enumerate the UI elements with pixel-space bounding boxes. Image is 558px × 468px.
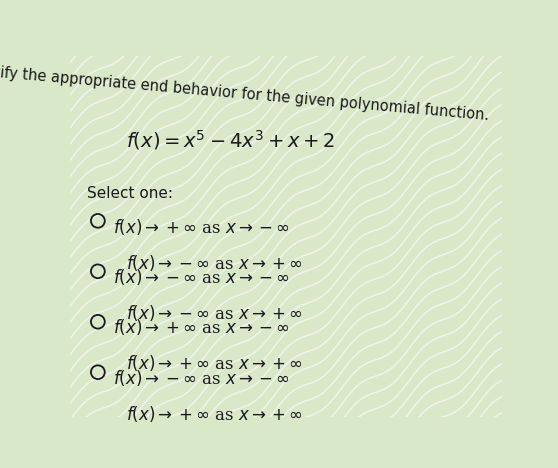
Text: $f(x) \rightarrow -\infty$ as $x \rightarrow +\infty$: $f(x) \rightarrow -\infty$ as $x \righta… [126,253,303,272]
Text: $f(x) \rightarrow -\infty$ as $x \rightarrow -\infty$: $f(x) \rightarrow -\infty$ as $x \righta… [113,368,290,388]
Text: Select one:: Select one: [87,186,173,201]
Text: $f(x) \rightarrow +\infty$ as $x \rightarrow +\infty$: $f(x) \rightarrow +\infty$ as $x \righta… [126,353,303,373]
Text: $f(x) \rightarrow +\infty$ as $x \rightarrow +\infty$: $f(x) \rightarrow +\infty$ as $x \righta… [126,404,303,424]
Text: $f(x) \rightarrow +\infty$ as $x \rightarrow -\infty$: $f(x) \rightarrow +\infty$ as $x \righta… [113,317,290,337]
Text: Identify the appropriate end behavior for the given polynomial function.: Identify the appropriate end behavior fo… [0,62,489,123]
Text: $f(x) = x^5 - 4x^3 + x + 2$: $f(x) = x^5 - 4x^3 + x + 2$ [126,128,335,152]
Text: $f(x) \rightarrow +\infty$ as $x \rightarrow -\infty$: $f(x) \rightarrow +\infty$ as $x \righta… [113,217,290,236]
Text: $f(x) \rightarrow -\infty$ as $x \rightarrow +\infty$: $f(x) \rightarrow -\infty$ as $x \righta… [126,303,303,323]
Text: $f(x) \rightarrow -\infty$ as $x \rightarrow -\infty$: $f(x) \rightarrow -\infty$ as $x \righta… [113,267,290,287]
